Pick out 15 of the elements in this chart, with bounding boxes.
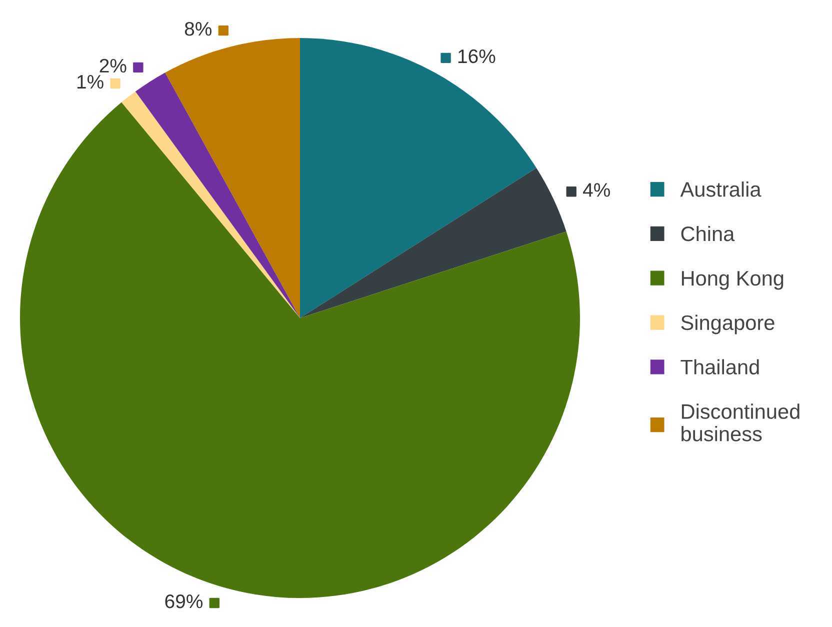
data-label: 2%: [100, 58, 126, 73]
data-label: 8%: [184, 22, 212, 36]
pie-slice: [300, 38, 536, 318]
data-label: 1%: [77, 75, 104, 89]
legend-label: Hong Kong: [682, 271, 784, 290]
pie-slice: [165, 38, 300, 318]
legend-label: Thailand: [680, 359, 759, 375]
pie-slice: [300, 168, 566, 318]
legend-label: Australia: [680, 182, 762, 197]
legend-label: Discontinued business: [682, 404, 800, 442]
legend-label: Singapore: [681, 314, 774, 334]
data-label: 16%: [458, 49, 496, 64]
legend-label: China: [681, 226, 735, 242]
data-label: 4%: [583, 183, 610, 197]
data-label: 69%: [165, 594, 203, 608]
